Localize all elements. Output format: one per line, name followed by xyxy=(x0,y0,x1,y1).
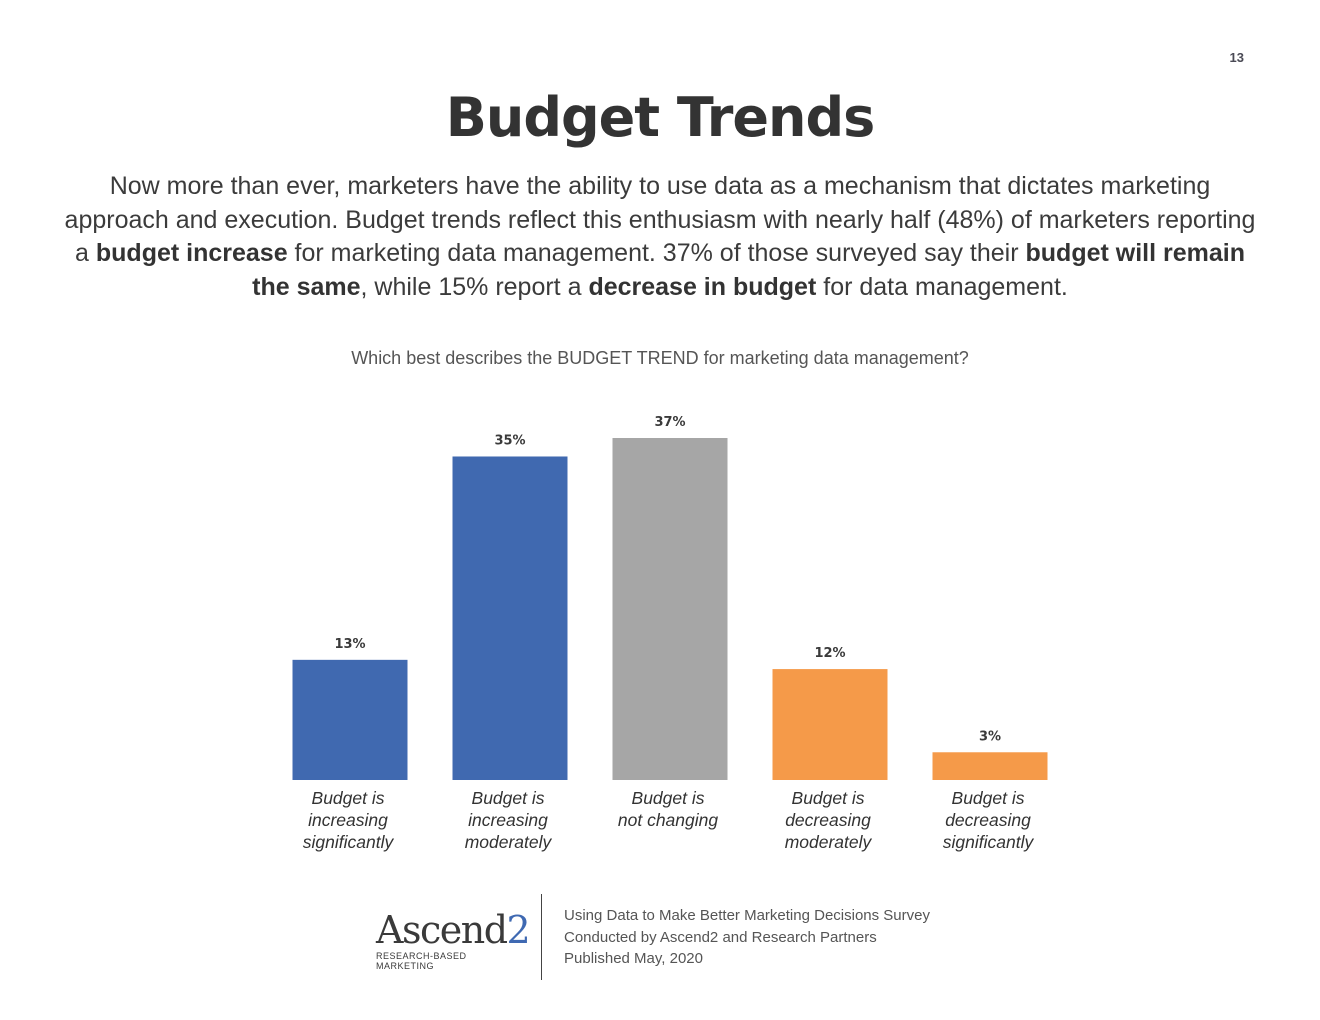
category-label-line: decreasing xyxy=(785,810,871,830)
ascend2-logo: Ascend2 RESEARCH-BASED MARKETING xyxy=(376,908,531,971)
intro-bold-budget-increase: budget increase xyxy=(95,239,288,267)
logo-wordmark: Ascend2 xyxy=(376,908,531,952)
footer-source: Using Data to Make Better Marketing Deci… xyxy=(564,905,930,970)
category-label-line: Budget is xyxy=(471,788,545,808)
logo-tagline: RESEARCH-BASED MARKETING xyxy=(376,951,467,971)
category-label-line: Budget is xyxy=(311,788,385,808)
intro-text-1: Now more than ever, marketers have the a… xyxy=(64,172,1256,267)
intro-text-2: for marketing data management. 37% of th… xyxy=(287,239,1026,267)
category-label-line: increasing xyxy=(468,810,548,830)
category-label-1: Budget is increasing significantly xyxy=(273,787,423,853)
intro-text-3: , while 15% report a xyxy=(360,272,589,301)
intro-text-4: for data management. xyxy=(816,272,1068,301)
logo-word-main: Ascend xyxy=(376,908,508,952)
category-label-line: Budget is xyxy=(631,788,705,808)
category-label-line: increasing xyxy=(308,810,388,830)
data-label-5: 3% xyxy=(979,729,1001,744)
intro-paragraph: Now more than ever, marketers have the a… xyxy=(60,170,1260,304)
page-number: 13 xyxy=(1229,50,1244,65)
bar-3 xyxy=(612,438,728,780)
category-label-4: Budget is decreasing moderately xyxy=(753,787,903,853)
category-label-line: Budget is xyxy=(951,788,1025,808)
category-label-line: moderately xyxy=(464,832,552,852)
category-label-line: significantly xyxy=(942,832,1034,852)
category-label-line: moderately xyxy=(784,832,872,852)
category-label-3: Budget is not changing xyxy=(593,787,743,831)
footer-line-survey: Using Data to Make Better Marketing Deci… xyxy=(564,907,930,924)
logo-word-accent: 2 xyxy=(506,908,531,952)
data-label-3: 37% xyxy=(654,415,685,430)
category-label-2: Budget is increasing moderately xyxy=(433,787,583,853)
category-label-line: significantly xyxy=(302,832,394,852)
intro-bold-budget-decrease: decrease in budget xyxy=(588,272,817,301)
bar-5 xyxy=(932,752,1048,780)
intro-bold-budget-same: budget will remain the same xyxy=(252,239,1245,301)
page-title: Budget Trends xyxy=(445,86,876,149)
bar-2 xyxy=(452,456,568,780)
data-label-4: 12% xyxy=(814,646,845,661)
bar-1 xyxy=(292,659,408,780)
bar-4 xyxy=(772,669,888,780)
footer-line-conducted: Conducted by Ascend2 and Research Partne… xyxy=(564,928,877,946)
category-label-5: Budget is decreasing significantly xyxy=(913,787,1063,853)
chart-title: Which best describes the BUDGET TREND fo… xyxy=(351,348,969,368)
category-label-line: not changing xyxy=(617,810,719,830)
data-label-2: 35% xyxy=(494,433,525,448)
category-label-line: Budget is xyxy=(791,788,865,808)
data-label-1: 13% xyxy=(334,637,365,652)
footer-divider xyxy=(541,894,542,980)
footer-line-published: Published May, 2020 xyxy=(564,950,703,967)
category-label-line: decreasing xyxy=(945,810,1031,830)
